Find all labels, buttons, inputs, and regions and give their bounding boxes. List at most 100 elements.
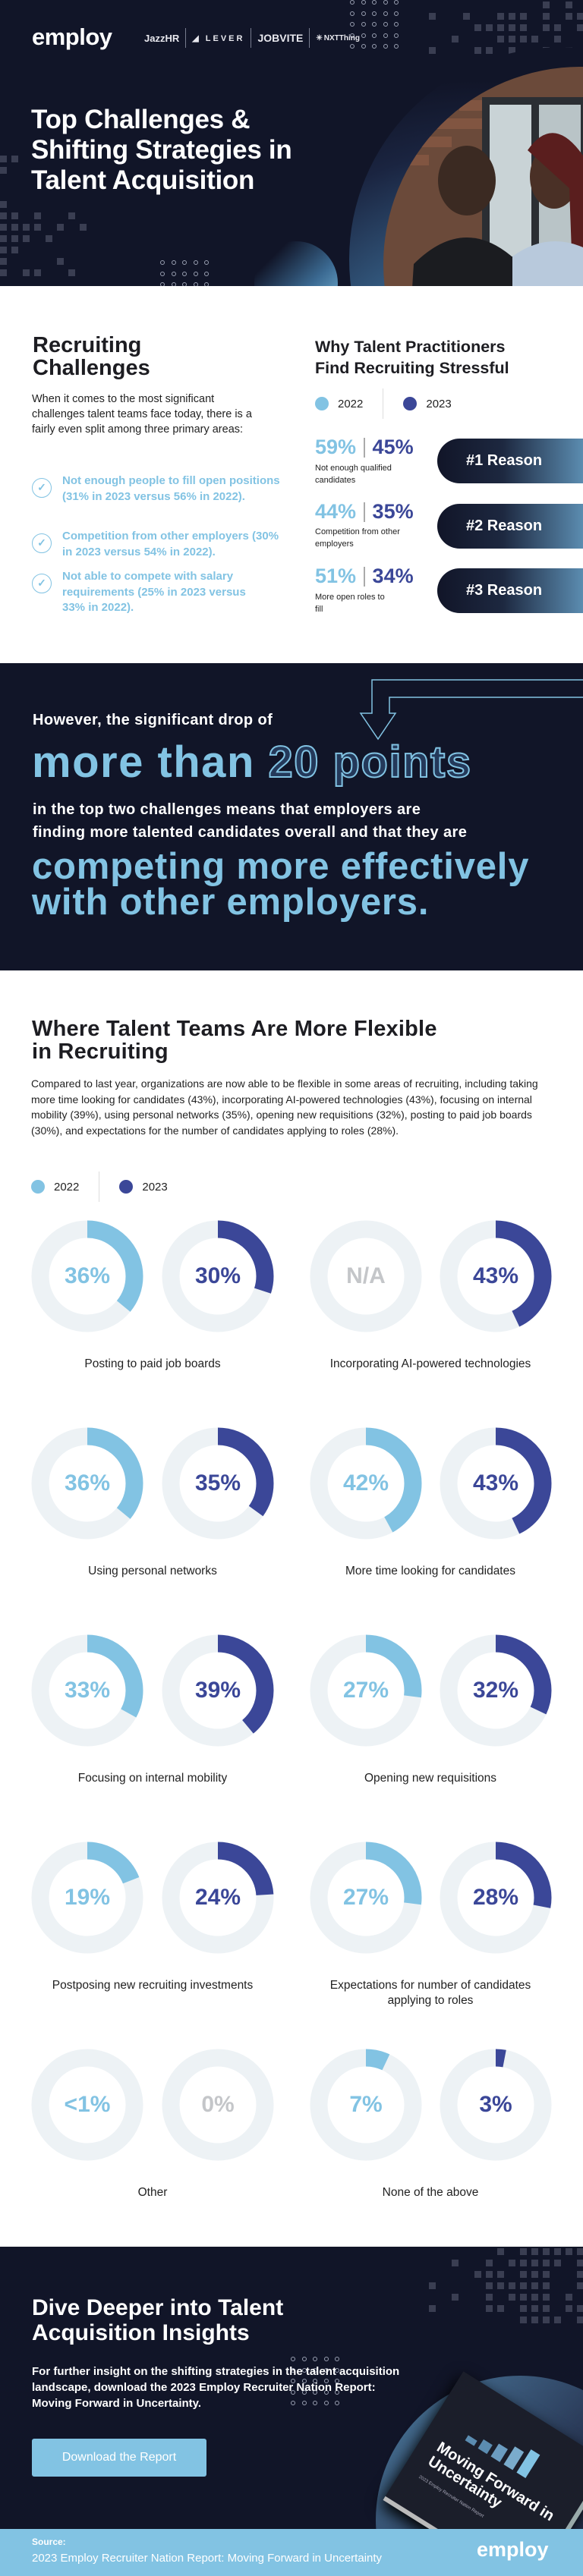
- pixel-square: [577, 2282, 583, 2289]
- donut-2022: 42%: [310, 1427, 422, 1540]
- pixel-square: [23, 224, 30, 231]
- dot-pattern: [171, 271, 176, 276]
- dot-pattern: [323, 2367, 329, 2373]
- donut-value: 39%: [194, 1678, 241, 1703]
- dot-pattern: [394, 33, 399, 38]
- donut-value: 7%: [349, 2092, 383, 2117]
- dot-pattern: [394, 11, 399, 16]
- pixel-square: [520, 2305, 527, 2312]
- pixel-square: [531, 2317, 538, 2323]
- challenge-bullet: Not able to compete with salary requirem…: [62, 570, 246, 614]
- pixel-square: [531, 2294, 538, 2301]
- donut-2022: 27%: [310, 1634, 422, 1747]
- pixel-square: [486, 24, 493, 31]
- pixel-square: [57, 224, 64, 231]
- hero-photo: [383, 67, 583, 286]
- hero-banner: employ JazzHR ◢ LEVER JOBVITE ✳ NXTThing …: [0, 0, 583, 286]
- pixel-square: [34, 224, 41, 231]
- dot-pattern: [361, 11, 366, 16]
- pixel-square: [0, 167, 7, 174]
- pixel-square: [497, 2282, 504, 2289]
- pixel-square: [34, 212, 41, 219]
- reason-badge-1: #1 Reason: [437, 439, 583, 483]
- pixel-square: [543, 24, 550, 31]
- dot-pattern: [394, 44, 399, 49]
- pixel-square: [566, 2305, 572, 2312]
- dot-pattern: [323, 2357, 329, 2361]
- pixel-square: [474, 2271, 481, 2278]
- pixel-square: [577, 2248, 583, 2255]
- donut-2023: 39%: [162, 1634, 274, 1747]
- pixel-square: [520, 2282, 527, 2289]
- dot-pattern: [361, 0, 366, 5]
- pixel-square: [543, 2248, 550, 2255]
- pixel-square: [509, 47, 515, 54]
- dot-pattern: [160, 260, 165, 265]
- legend-dot-2022: [315, 397, 329, 410]
- donut-value: 27%: [342, 1678, 389, 1703]
- outlined-highlight: 20 points: [267, 737, 472, 788]
- donut-value: 33%: [64, 1678, 111, 1703]
- donut-value: 43%: [472, 1470, 519, 1496]
- dot-pattern: [335, 2367, 339, 2373]
- donut-value: 19%: [64, 1885, 111, 1910]
- pixel-square: [554, 24, 561, 31]
- pixel-square: [11, 224, 18, 231]
- dot-pattern: [160, 282, 165, 286]
- flexibility-title: Where Talent Teams Are More Flexible in R…: [32, 1017, 437, 1064]
- pixel-square: [497, 13, 504, 20]
- pixel-square: [11, 212, 18, 219]
- dot-pattern: [361, 44, 366, 49]
- donut-category-label: Other: [137, 2186, 168, 2199]
- pixel-square: [543, 13, 550, 20]
- pixel-square: [0, 212, 7, 219]
- pixel-square: [497, 36, 504, 42]
- pixel-square: [429, 2282, 436, 2289]
- pixel-square: [0, 201, 7, 208]
- callout-line-2: in the top two challenges means that emp…: [33, 801, 468, 841]
- check-circle-icon: ✓: [32, 533, 52, 553]
- dot-pattern: [160, 271, 165, 276]
- download-report-button[interactable]: Download the Report: [32, 2439, 206, 2477]
- donut-arc: [310, 1634, 422, 1747]
- donut-2023: 35%: [162, 1427, 274, 1540]
- pixel-square: [452, 36, 459, 42]
- donut-arc: [162, 1634, 274, 1747]
- donut-2023: 0%: [162, 2049, 274, 2161]
- dot-pattern: [323, 2401, 329, 2405]
- pixel-square: [34, 269, 41, 276]
- pixel-square: [554, 2248, 561, 2255]
- donut-track: [162, 2049, 274, 2161]
- donut-value: 36%: [64, 1470, 111, 1496]
- pixel-square: [543, 2317, 550, 2323]
- dot-pattern: [335, 2357, 339, 2361]
- dot-pattern: [313, 2357, 317, 2361]
- dot-pattern: [361, 22, 366, 27]
- donut-arc: [310, 1427, 422, 1540]
- donut-value: N/A: [346, 1263, 386, 1288]
- pixel-square: [577, 2271, 583, 2278]
- pixel-square: [474, 24, 481, 31]
- jazzhr-logo: JazzHR: [144, 32, 180, 44]
- pixel-square: [0, 224, 7, 231]
- dot-pattern: [313, 2389, 317, 2395]
- donut-category-label: Focusing on internal mobility: [77, 1772, 228, 1785]
- donut-arc: [162, 1427, 274, 1540]
- legend-dot-2023: [119, 1180, 134, 1194]
- donut-2023: 24%: [162, 1842, 274, 1954]
- stress-legend: 2022 2023: [315, 388, 452, 419]
- divider: [309, 28, 310, 48]
- pixel-square: [429, 13, 436, 20]
- donut-category-label: Using personal networks: [88, 1565, 217, 1577]
- check-circle-icon: ✓: [32, 478, 52, 498]
- pixel-square: [509, 36, 515, 42]
- dot-pattern: [204, 271, 209, 276]
- pixel-square: [463, 13, 470, 20]
- pixel-square: [452, 2294, 459, 2301]
- donut-category-label: More time looking for candidates: [345, 1565, 515, 1577]
- pixel-square: [0, 269, 7, 276]
- pixel-square: [0, 258, 7, 265]
- footer-source: Source: 2023 Employ Recruiter Nation Rep…: [0, 2529, 583, 2576]
- arrow-down-icon: [359, 679, 583, 741]
- pixel-square: [497, 2271, 504, 2278]
